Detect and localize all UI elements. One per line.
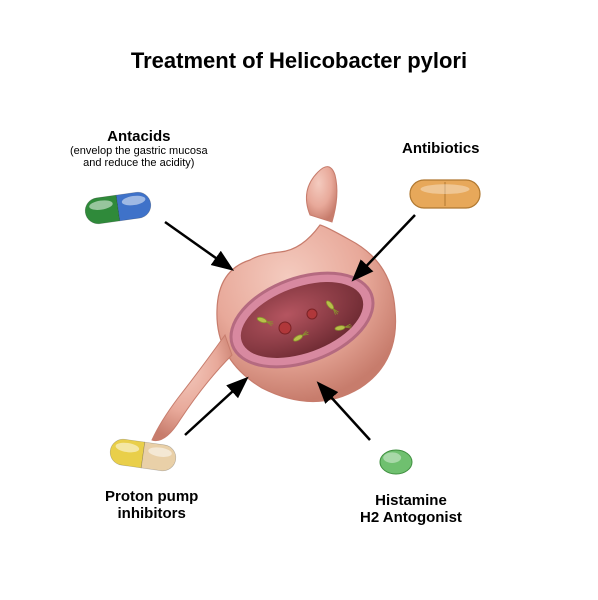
label-antibiotics: Antibiotics (402, 140, 480, 157)
label-antacids: Antacids (envelop the gastric mucosaand … (70, 128, 208, 169)
antacids-sublabel-text: (envelop the gastric mucosaand reduce th… (70, 145, 208, 169)
pill-h2 (380, 450, 412, 474)
ppi-label-text: Proton pumpinhibitors (105, 488, 198, 522)
arrow-antibiotics (355, 215, 415, 278)
diagram-svg (0, 0, 598, 600)
antacids-label-text: Antacids (107, 128, 170, 145)
arrow-antacids (165, 222, 230, 268)
arrow-ppi (185, 380, 245, 435)
antibiotics-label-text: Antibiotics (402, 140, 480, 157)
h2-label-text: HistamineH2 Antogonist (360, 492, 462, 526)
arrow-h2 (320, 385, 370, 440)
title-text: Treatment of Helicobacter pylori (131, 48, 467, 73)
diagram-title: Treatment of Helicobacter pylori (0, 48, 598, 74)
pill-antacids (84, 191, 153, 226)
stomach-illustration (152, 167, 396, 441)
pill-antibiotics (410, 180, 480, 208)
label-h2: HistamineH2 Antogonist (360, 492, 462, 526)
pill-ppi (109, 438, 178, 473)
label-ppi: Proton pumpinhibitors (105, 488, 198, 522)
